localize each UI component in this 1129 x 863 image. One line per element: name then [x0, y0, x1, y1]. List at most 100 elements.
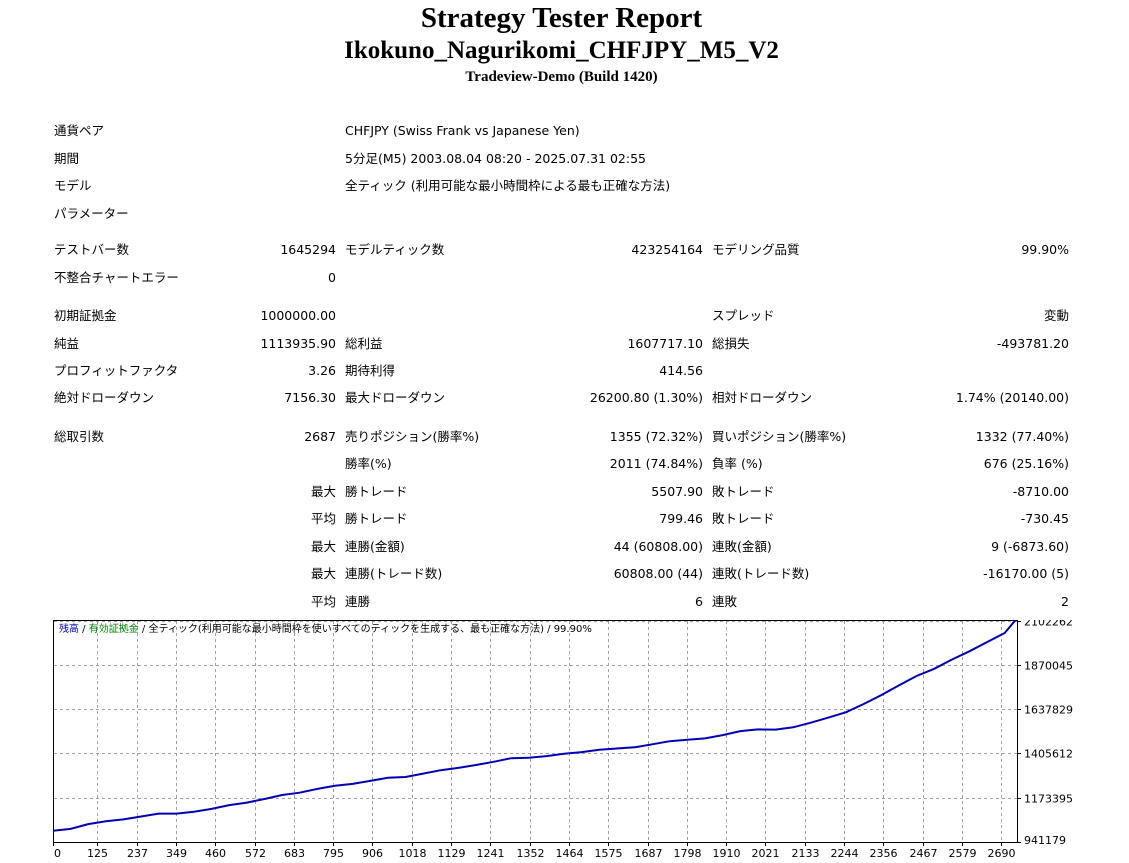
y-tick-label: 1637829: [1024, 704, 1073, 717]
abs-drawdown-value: 7156.30: [284, 390, 336, 405]
x-tick-label: 2579: [949, 847, 977, 860]
legend-separator-2: /: [138, 624, 149, 635]
x-tick-label: 2133: [792, 847, 820, 860]
max-drawdown-label: 最大ドローダウン: [345, 390, 446, 405]
net-profit-label: 純益: [54, 336, 80, 351]
avg-consec-loss-value: 2: [1061, 594, 1069, 609]
loss-rate-value: 676 (25.16%): [983, 456, 1069, 471]
quality-value: 99.90%: [1021, 242, 1069, 257]
loss-rate-label: 負率 (%): [712, 456, 763, 471]
gross-loss-value: -493781.20: [996, 336, 1069, 351]
x-tick-label: 1910: [713, 847, 741, 860]
avg-consec-label: 平均: [310, 594, 336, 609]
y-tick-label: 1173395: [1024, 793, 1073, 806]
max-consec-loss-value: 9 (-6873.60): [991, 539, 1069, 554]
bars-value: 1645294: [280, 242, 336, 257]
balance-chart: 0 125 237 349 460 572 683 795 906 1018 1129 1241 135…: [53, 620, 1129, 863]
long-positions-label: 買いポジション(勝率%): [712, 429, 847, 444]
symbol-label: 通貨ペア: [54, 123, 105, 138]
x-axis-ticks: 0 125 237 349 460 572 683 795 906 1018 1129 1241 135…: [53, 842, 1016, 860]
ticks-value: 423254164: [631, 242, 703, 257]
max-consec2-label: 最大: [310, 566, 336, 581]
x-tick-label: 2690: [988, 847, 1016, 860]
report-title: Strategy Tester Report: [420, 2, 703, 34]
total-trades-label: 総取引数: [54, 429, 105, 444]
x-tick-label: 1129: [438, 847, 466, 860]
x-tick-label: 1464: [556, 847, 584, 860]
gross-profit-value: 1607717.10: [627, 336, 703, 351]
rel-drawdown-value: 1.74% (20140.00): [955, 390, 1069, 405]
y-tick-label: 1405612: [1024, 748, 1073, 761]
gross-loss-label: 総損失: [712, 336, 750, 351]
x-tick-label: 237: [127, 847, 148, 860]
x-tick-label: 572: [245, 847, 266, 860]
largest-label: 最大: [310, 484, 336, 499]
server-build: Tradeview-Demo (Build 1420): [465, 69, 658, 85]
expected-payoff-label: 期待利得: [345, 363, 396, 378]
x-tick-label: 1241: [477, 847, 505, 860]
gross-profit-label: 総利益: [345, 336, 383, 351]
parameters-label: パラメーター: [54, 206, 129, 221]
max-consec-win-value: 44 (60808.00): [613, 539, 703, 554]
x-tick-label: 460: [205, 847, 226, 860]
mismatch-label: 不整合チャートエラー: [54, 270, 179, 285]
bars-label: テストバー数: [54, 242, 130, 257]
average-loss-label: 敗トレード: [712, 511, 775, 526]
ticks-label: モデルティック数: [345, 242, 445, 257]
net-profit-value: 1113935.90: [260, 336, 336, 351]
period-value: 5分足(M5) 2003.08.04 08:20 - 2025.07.31 02…: [345, 151, 647, 166]
short-positions-label: 売りポジション(勝率%): [345, 429, 480, 444]
avg-consec-win-label: 連勝: [345, 594, 371, 609]
avg-consec-win-value: 6: [695, 594, 703, 609]
period-label: 期間: [54, 151, 80, 166]
y-tick-label: 2102262: [1024, 620, 1073, 629]
max-drawdown-value: 26200.80 (1.30%): [589, 390, 703, 405]
spread-label: スプレッド: [712, 308, 775, 323]
expected-payoff-value: 414.56: [659, 363, 703, 378]
abs-drawdown-label: 絶対ドローダウン: [54, 390, 155, 405]
x-tick-label: 125: [87, 847, 108, 860]
largest-win-label: 勝トレード: [345, 484, 408, 499]
y-axis-ticks: 941179 1173395 1405612 1637829 1870045 210226…: [1017, 620, 1073, 847]
max-consec-loss-label: 連敗(金額): [712, 539, 772, 554]
x-tick-label: 2244: [831, 847, 859, 860]
expert-name: Ikokuno_Nagurikomi_CHFJPY_M5_V2: [344, 37, 779, 64]
model-label: モデル: [54, 178, 92, 193]
x-tick-label: 683: [284, 847, 305, 860]
deposit-label: 初期証拠金: [54, 308, 117, 323]
rel-drawdown-label: 相対ドローダウン: [712, 390, 813, 405]
deposit-value: 1000000.00: [260, 308, 336, 323]
quality-label: モデリング品質: [712, 242, 800, 257]
max-consec-win2-value: 60808.00 (44): [613, 566, 703, 581]
x-tick-label: 1352: [517, 847, 545, 860]
short-positions-value: 1355 (72.32%): [609, 429, 703, 444]
x-tick-label: 1575: [595, 847, 623, 860]
long-positions-value: 1332 (77.40%): [975, 429, 1069, 444]
y-tick-label: 941179: [1024, 834, 1066, 847]
max-consec-loss2-label: 連敗(トレード数): [712, 566, 810, 581]
x-tick-label: 1018: [399, 847, 427, 860]
symbol-value: CHFJPY (Swiss Frank vs Japanese Yen): [345, 123, 580, 138]
win-rate-value: 2011 (74.84%): [609, 456, 703, 471]
average-loss-value: -730.45: [1020, 511, 1069, 526]
balance-chart-svg: 0 125 237 349 460 572 683 795 906 1018 1129 1241 135…: [53, 620, 1073, 860]
model-value: 全ティック (利用可能な最小時間枠による最も正確な方法): [345, 178, 671, 193]
mismatch-value: 0: [328, 270, 336, 285]
grid-lines: [54, 621, 1017, 842]
average-label: 平均: [310, 511, 336, 526]
profit-factor-label: プロフィットファクタ: [54, 363, 179, 378]
win-rate-label: 勝率(%): [345, 456, 392, 471]
max-consec-label: 最大: [310, 539, 336, 554]
x-tick-label: 1687: [635, 847, 663, 860]
x-tick-label: 0: [54, 847, 61, 860]
total-trades-value: 2687: [304, 429, 336, 444]
max-consec-win-label: 連勝(金額): [345, 539, 405, 554]
average-win-label: 勝トレード: [345, 511, 408, 526]
avg-consec-loss-label: 連敗: [712, 594, 738, 609]
legend-separator-1: /: [79, 624, 89, 635]
plot-frame: [53, 620, 1018, 843]
legend-equity: 有効証拠金: [88, 624, 139, 635]
x-tick-label: 795: [323, 847, 344, 860]
spread-value: 変動: [1043, 308, 1069, 323]
average-win-value: 799.46: [659, 511, 703, 526]
